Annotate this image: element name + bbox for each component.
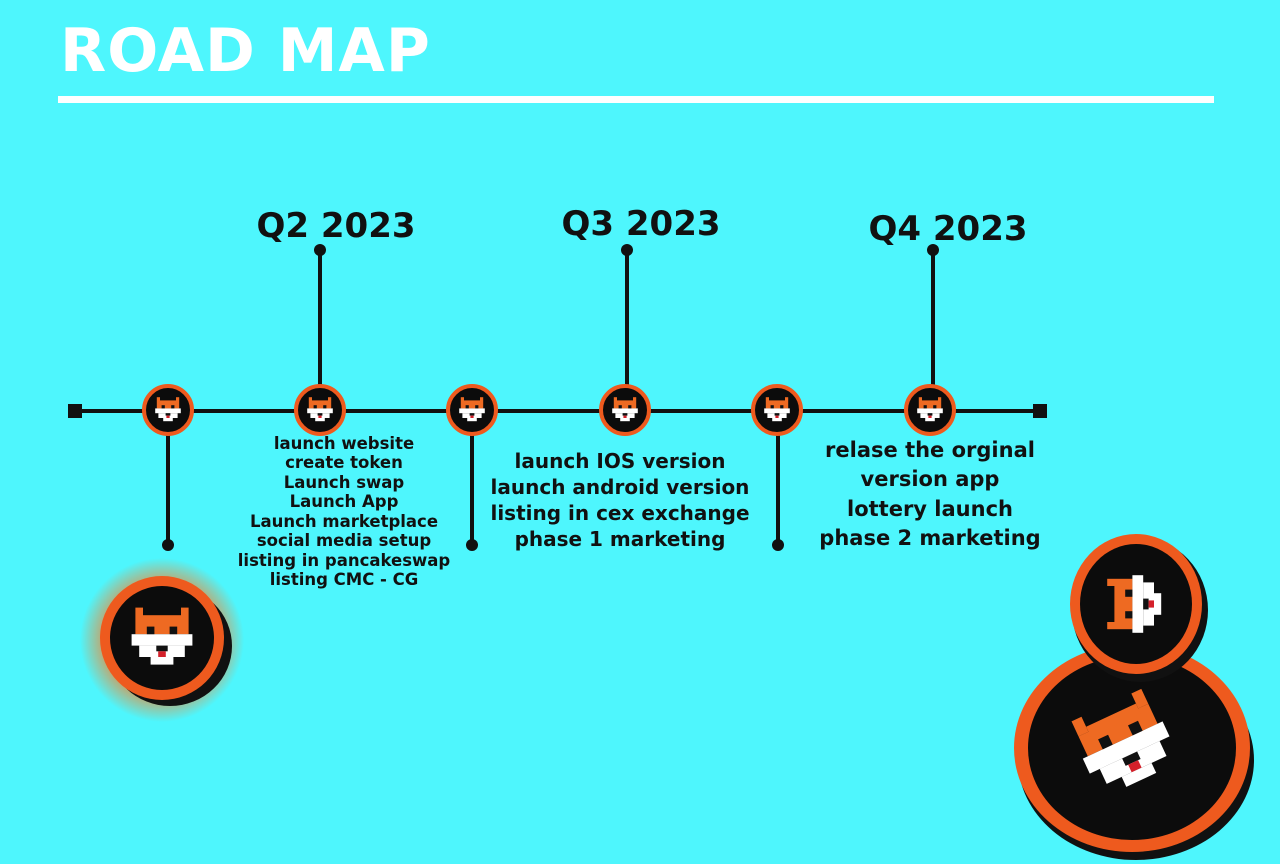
decor-coin-left bbox=[80, 558, 244, 722]
q3-milestone-list: launch IOS version launch android versio… bbox=[470, 448, 770, 552]
stem-down-3-dot bbox=[772, 539, 784, 551]
fox-coin-icon bbox=[917, 397, 943, 422]
list-item: Launch marketplace bbox=[249, 511, 439, 531]
list-item: Launch swap bbox=[283, 472, 405, 492]
list-item: version app bbox=[860, 467, 1000, 492]
list-item: phase 2 marketing bbox=[819, 526, 1041, 551]
axis-start-cap bbox=[68, 404, 82, 418]
quarter-label-q3: Q3 2023 bbox=[561, 204, 721, 244]
list-item: launch android version bbox=[490, 475, 750, 499]
fox-coin-icon bbox=[612, 397, 638, 422]
timeline-node-3 bbox=[446, 384, 498, 436]
decor-coin-right-small bbox=[1070, 534, 1208, 682]
list-item: relase the orginal bbox=[825, 438, 1035, 462]
stem-down-2-dot bbox=[466, 539, 478, 551]
axis-end-cap bbox=[1033, 404, 1047, 418]
stem-q2-dot bbox=[314, 244, 326, 256]
list-item: create token bbox=[285, 453, 403, 473]
fox-coin-icon bbox=[1107, 575, 1162, 633]
list-item: phase 1 marketing bbox=[514, 527, 726, 551]
fox-coin-icon bbox=[155, 397, 181, 422]
page-title: ROAD MAP bbox=[60, 16, 431, 86]
fox-coin-icon bbox=[131, 607, 193, 665]
list-item: launch IOS version bbox=[514, 449, 726, 473]
list-item: listing in cex exchange bbox=[490, 501, 750, 525]
list-item: Launch App bbox=[289, 492, 399, 512]
quarter-label-q4: Q4 2023 bbox=[868, 209, 1028, 249]
timeline-node-5 bbox=[751, 384, 803, 436]
list-item: launch website bbox=[273, 434, 415, 453]
fox-coin-icon bbox=[764, 397, 790, 422]
list-item: social media setup bbox=[256, 531, 432, 551]
decor-coin-right-large bbox=[1014, 644, 1254, 860]
timeline-node-6 bbox=[904, 384, 956, 436]
list-item: listing in pancakeswap bbox=[237, 550, 451, 570]
timeline-node-2 bbox=[294, 384, 346, 436]
stem-q3-dot bbox=[621, 244, 633, 256]
list-item: listing CMC - CG bbox=[269, 570, 419, 590]
quarter-label-q2: Q2 2023 bbox=[256, 206, 416, 246]
fox-coin-icon bbox=[459, 397, 485, 422]
timeline-node-4 bbox=[599, 384, 651, 436]
title-underline bbox=[58, 96, 1214, 103]
stem-down-1-dot bbox=[162, 539, 174, 551]
timeline-node-1 bbox=[142, 384, 194, 436]
list-item: lottery launch bbox=[847, 496, 1013, 521]
stem-q4-dot bbox=[927, 244, 939, 256]
q4-milestone-list: relase the orginal version app lottery l… bbox=[790, 436, 1070, 554]
q2-milestone-list: launch website create token Launch swap … bbox=[196, 434, 492, 590]
fox-coin-icon bbox=[307, 397, 333, 422]
